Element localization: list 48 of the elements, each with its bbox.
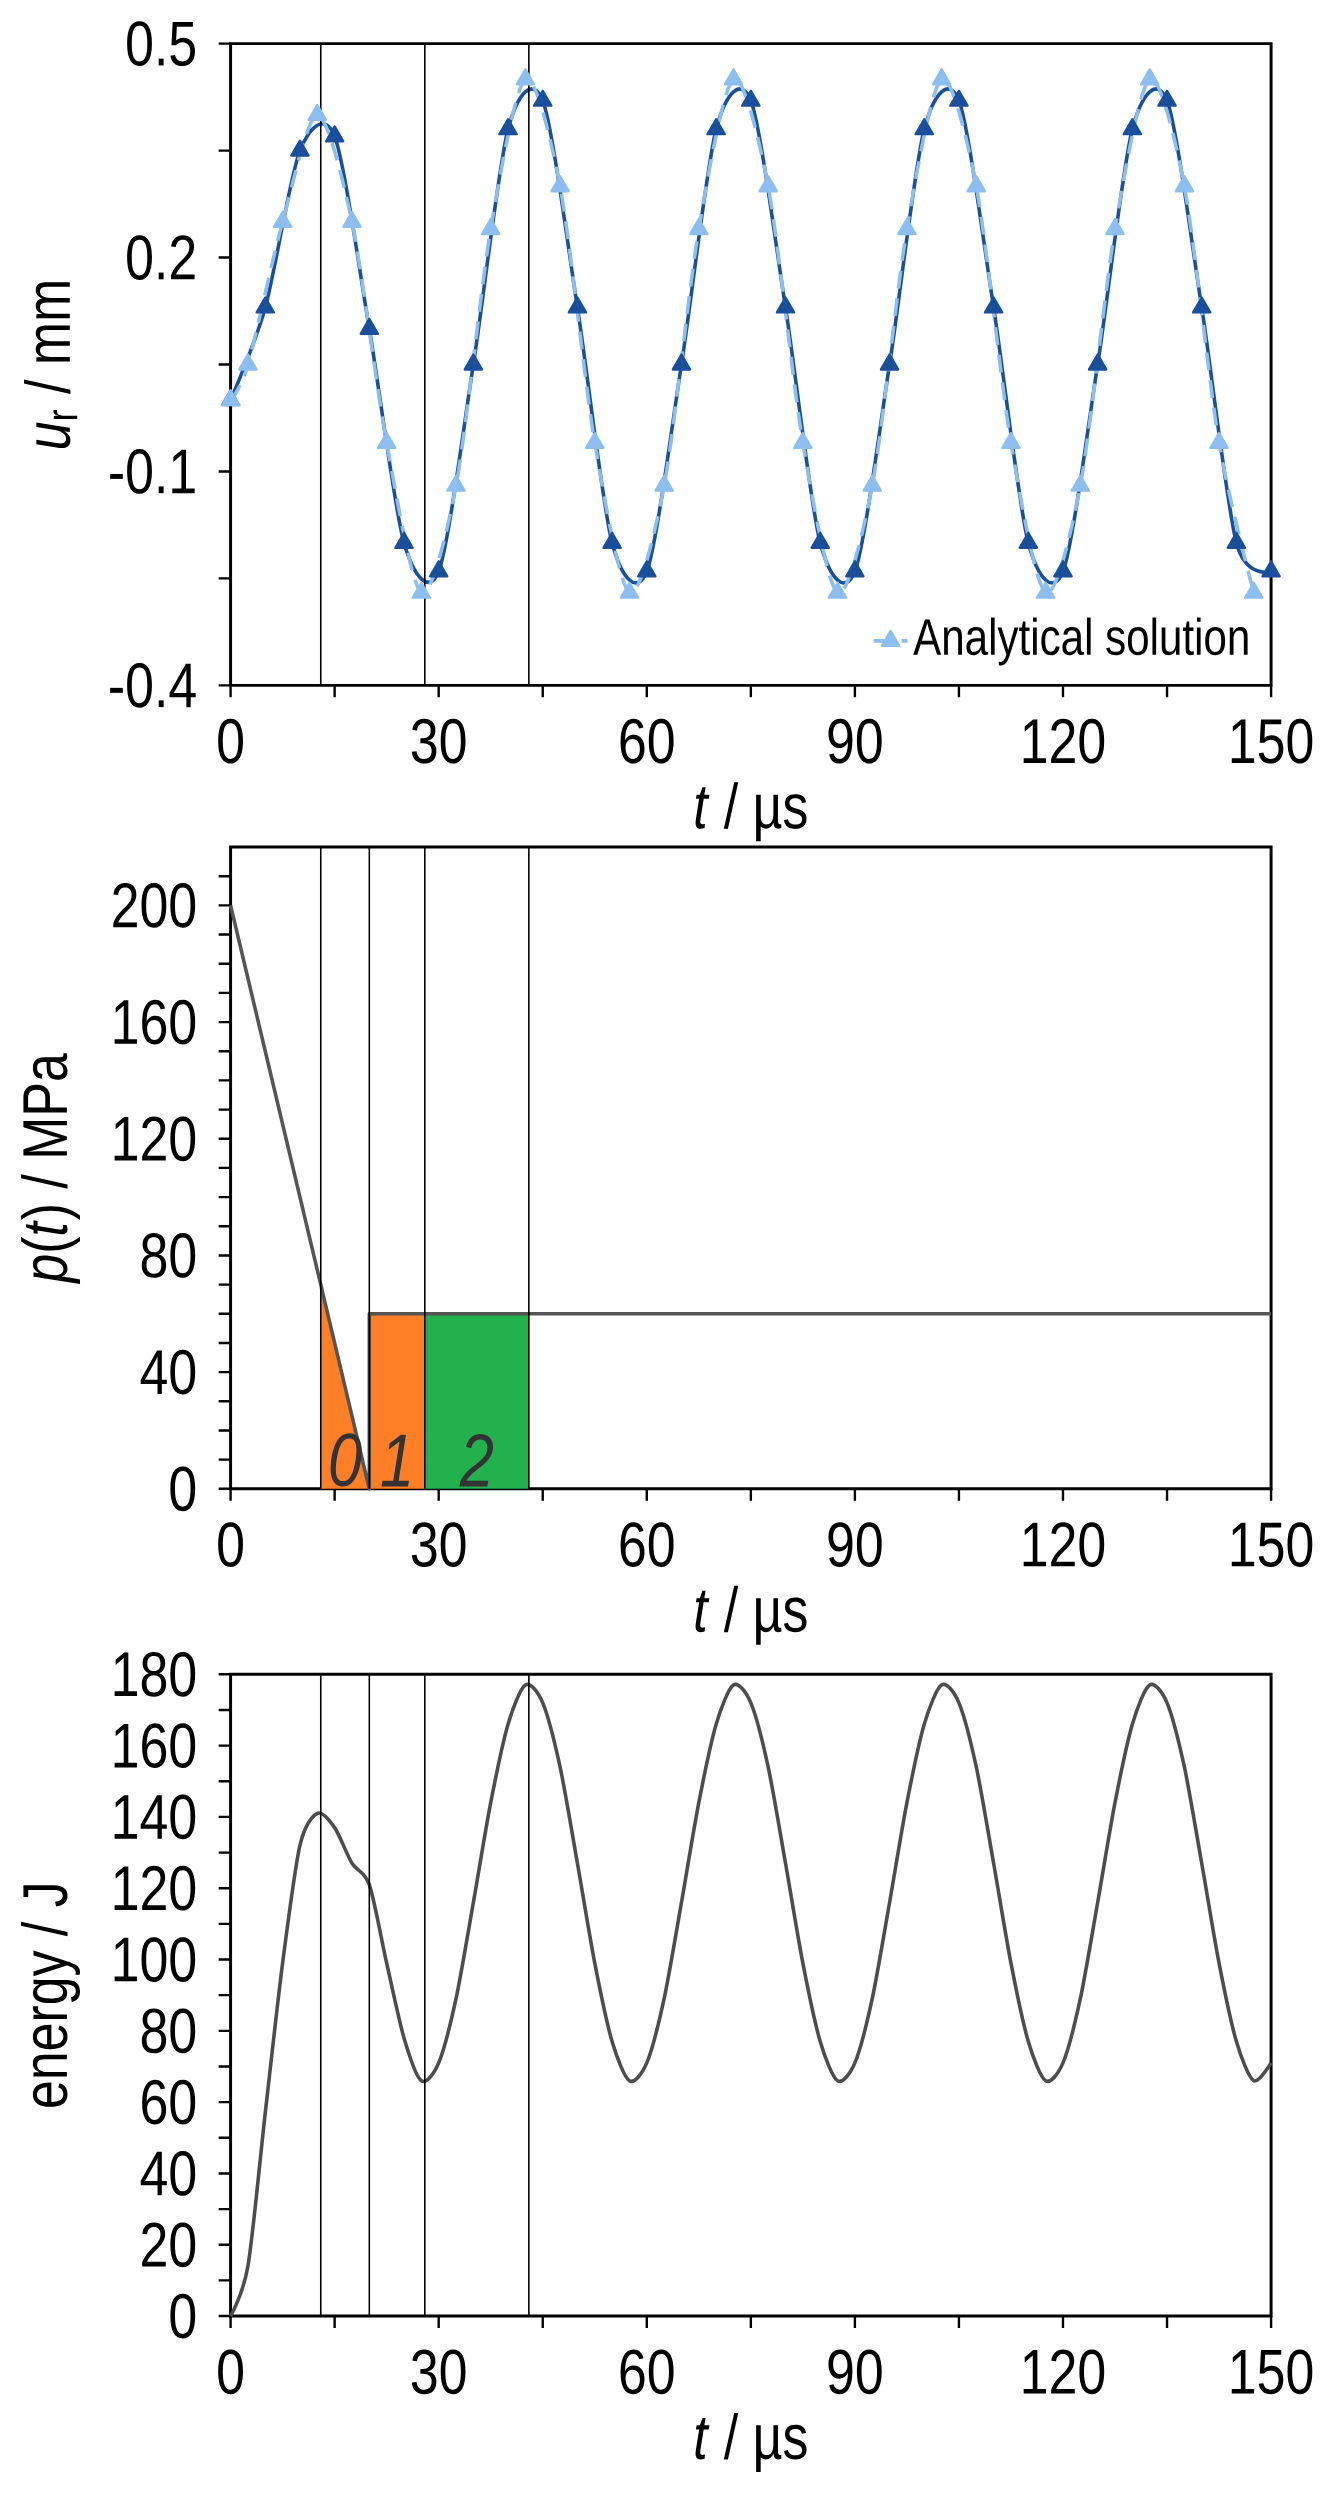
x-tick-label: 60	[620, 718, 674, 764]
y-tick-label: 120	[114, 1865, 195, 1911]
y-tick-label: 180	[114, 1651, 195, 1697]
annotation: 0	[330, 1433, 362, 1487]
y-tick-label: 20	[141, 2222, 195, 2268]
x-tick-label: 30	[411, 2349, 466, 2395]
y-tick-label: 40	[140, 1349, 195, 1395]
y-tick-label: 160	[114, 999, 195, 1045]
y-tick-label: 0	[170, 1466, 195, 1512]
y-tick-label: 200	[113, 883, 195, 928]
annotation: 2	[459, 1433, 493, 1487]
x-tick-label: 90	[828, 718, 882, 764]
x-tick-label: 30	[411, 1522, 466, 1567]
y-tick-label: 0.5	[126, 21, 195, 67]
x-axis-title: t / µs	[695, 782, 807, 842]
x-tick-label: 120	[1023, 2349, 1104, 2395]
y-tick-label: 160	[114, 1723, 195, 1768]
x-axis-title: t / µs	[695, 2412, 807, 2472]
x-tick-label: 90	[828, 2349, 882, 2395]
x-tick-label: 150	[1231, 718, 1313, 764]
x-tick-label: 60	[620, 1522, 674, 1567]
y-tick-label: 60	[141, 2079, 195, 2125]
y-tick-label: 80	[141, 1233, 195, 1278]
y-tick-label: 0.2	[126, 235, 195, 280]
y-tick-label: 140	[114, 1794, 195, 1840]
x-tick-label: 150	[1231, 1522, 1313, 1567]
y-tick-label: 80	[141, 2008, 195, 2054]
y-tick-label: 40	[140, 2151, 195, 2196]
y-tick-label: -0.4	[109, 663, 196, 708]
x-tick-label: 60	[620, 2349, 674, 2395]
y-tick-label: 100	[114, 1937, 195, 1982]
x-tick-label: 90	[828, 1522, 882, 1567]
x-tick-label: 0	[217, 1522, 243, 1567]
y-axis-title: p(t) / MPa	[20, 1053, 80, 1284]
x-axis-title: t / µs	[695, 1585, 807, 1645]
x-tick-label: 30	[411, 718, 466, 764]
y-tick-label: 0	[170, 2293, 195, 2339]
y-tick-label: -0.1	[109, 449, 195, 494]
x-tick-label: 150	[1231, 2349, 1313, 2395]
x-tick-label: 0	[217, 718, 243, 764]
legend-label: Analytical solution	[913, 617, 1248, 666]
y-axis-title: energy / J	[20, 1885, 80, 2107]
x-tick-label: 120	[1023, 1522, 1104, 1567]
y-axis-title: u$_{r}$ / mm	[23, 282, 77, 449]
x-tick-label: 0	[217, 2349, 243, 2395]
annotation: 1	[381, 1434, 409, 1487]
x-tick-label: 120	[1023, 718, 1104, 764]
y-tick-label: 120	[114, 1116, 195, 1162]
